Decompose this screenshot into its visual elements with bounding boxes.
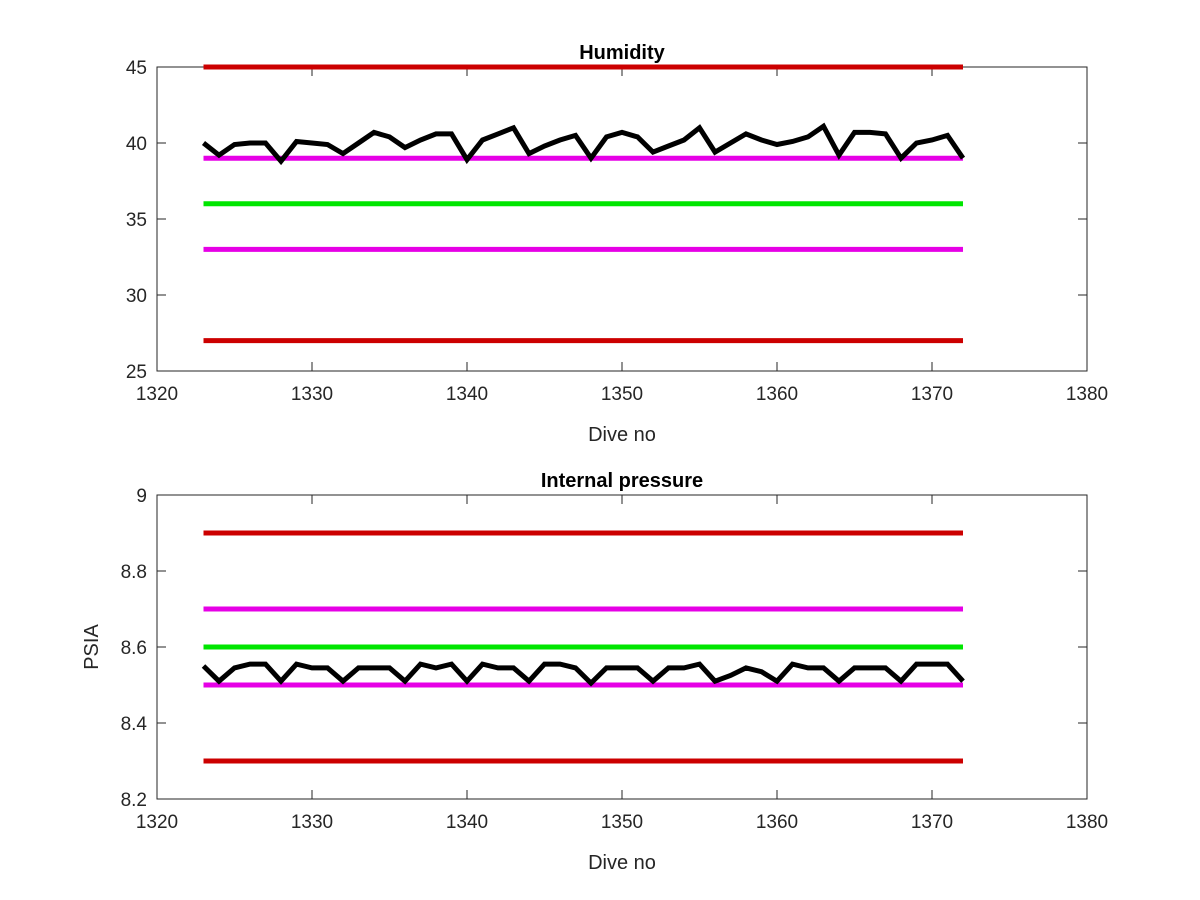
chart-title: Humidity bbox=[579, 42, 665, 64]
series-line-6 bbox=[201, 661, 965, 687]
x-tick-label: 1350 bbox=[601, 812, 643, 833]
x-tick-label: 1340 bbox=[446, 384, 488, 405]
y-tick-label: 8.4 bbox=[121, 714, 148, 735]
x-tick-label: 1360 bbox=[756, 384, 798, 405]
y-tick-label: 8.8 bbox=[121, 562, 147, 583]
y-tick-label: 8.6 bbox=[121, 638, 147, 659]
chart-panel-2: 1320 1330 1340 1350 1360 1370 1380 8.2 8.4 8.6 8.8… bbox=[81, 470, 1108, 874]
x-tick-label: 1360 bbox=[756, 812, 798, 833]
x-axis-label: Dive no bbox=[588, 424, 656, 446]
x-tick-label: 1380 bbox=[1066, 384, 1108, 405]
y-tick-label: 40 bbox=[126, 134, 147, 155]
x-tick-label: 1380 bbox=[1066, 812, 1108, 833]
y-tick-label: 35 bbox=[126, 210, 147, 231]
x-tick-label: 1350 bbox=[601, 384, 643, 405]
y-tick-label: 45 bbox=[126, 58, 147, 79]
x-tick-label: 1340 bbox=[446, 812, 488, 833]
x-tick-label: 1330 bbox=[291, 812, 333, 833]
x-tick-label: 1370 bbox=[911, 384, 953, 405]
series-line-6 bbox=[201, 122, 966, 166]
x-tick-label: 1330 bbox=[291, 384, 333, 405]
x-tick-label: 1320 bbox=[136, 384, 178, 405]
chart-panel-1: 1320 1330 1340 1350 1360 1370 1380 25 30 35 40 45 Hu… bbox=[126, 42, 1108, 446]
chart-title: Internal pressure bbox=[541, 470, 703, 492]
y-tick-label: 9 bbox=[136, 486, 147, 507]
y-tick-label: 30 bbox=[126, 286, 147, 307]
x-tick-label: 1320 bbox=[136, 812, 178, 833]
x-tick-label: 1370 bbox=[911, 812, 953, 833]
y-tick-label: 8.2 bbox=[121, 790, 147, 811]
y-axis-label: PSIA bbox=[81, 624, 103, 670]
x-axis-label: Dive no bbox=[588, 852, 656, 874]
y-tick-label: 25 bbox=[126, 362, 147, 383]
axes-box bbox=[156, 66, 1088, 372]
